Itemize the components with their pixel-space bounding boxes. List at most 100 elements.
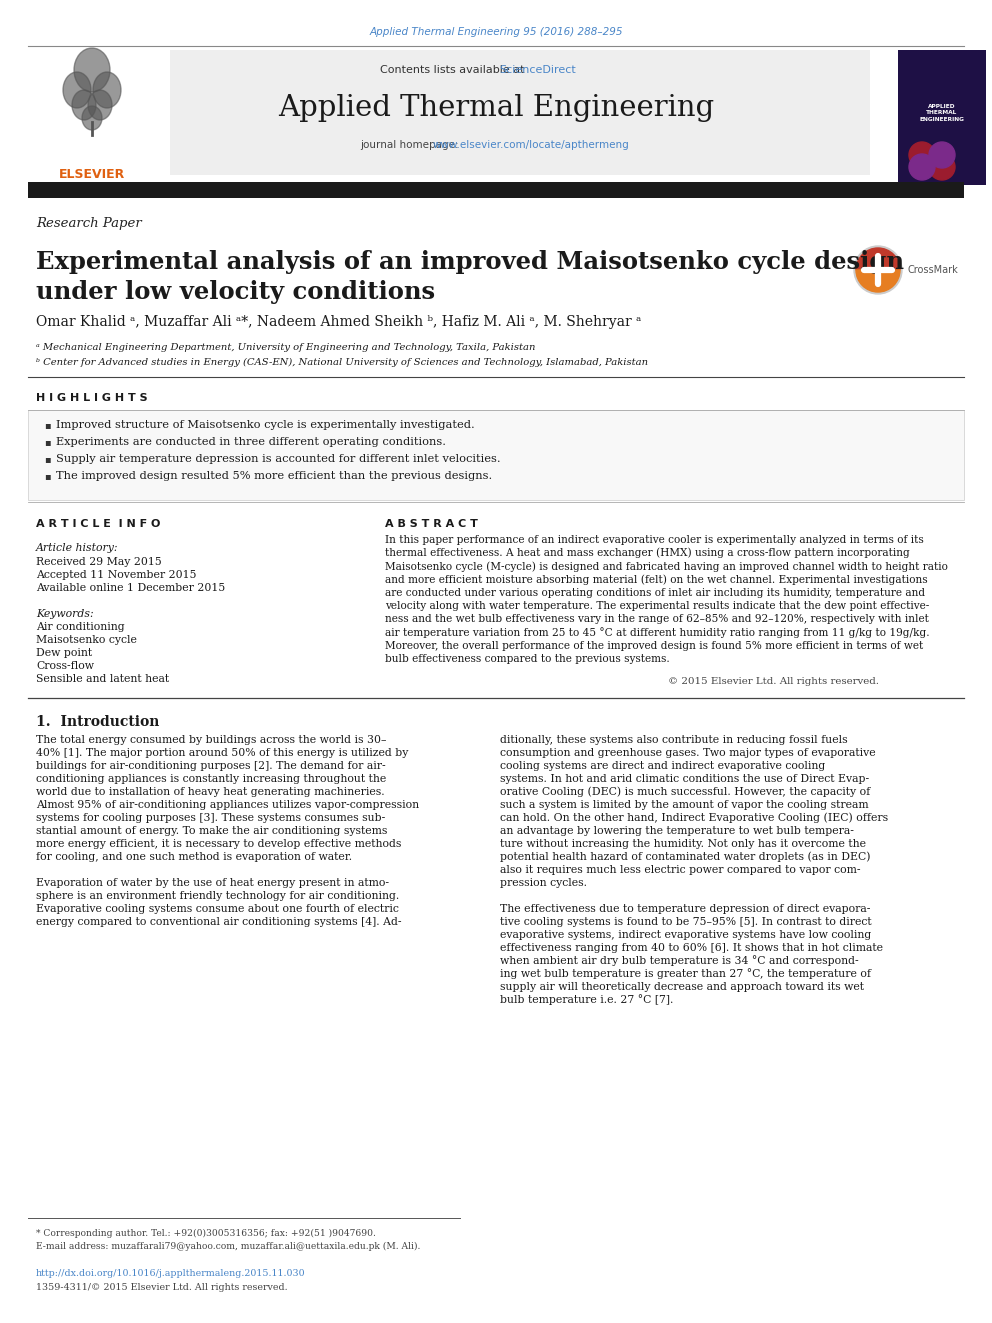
Text: stantial amount of energy. To make the air conditioning systems: stantial amount of energy. To make the a… (36, 826, 387, 836)
Text: ▪: ▪ (44, 419, 51, 430)
Text: evaporative systems, indirect evaporative systems have low cooling: evaporative systems, indirect evaporativ… (500, 930, 871, 941)
Text: journal homepage:: journal homepage: (360, 140, 462, 149)
Text: 1359-4311/© 2015 Elsevier Ltd. All rights reserved.: 1359-4311/© 2015 Elsevier Ltd. All right… (36, 1283, 288, 1293)
Text: Received 29 May 2015: Received 29 May 2015 (36, 557, 162, 568)
Text: systems. In hot and arid climatic conditions the use of Direct Evap-: systems. In hot and arid climatic condit… (500, 774, 869, 785)
Text: ▪: ▪ (44, 454, 51, 464)
Text: CrossMark: CrossMark (908, 265, 958, 275)
Text: systems for cooling purposes [3]. These systems consumes sub-: systems for cooling purposes [3]. These … (36, 814, 385, 823)
Text: Sensible and latent heat: Sensible and latent heat (36, 673, 169, 684)
Text: ditionally, these systems also contribute in reducing fossil fuels: ditionally, these systems also contribut… (500, 736, 847, 745)
Text: when ambient air dry bulb temperature is 34 °C and correspond-: when ambient air dry bulb temperature is… (500, 955, 859, 966)
Text: www.elsevier.com/locate/apthermeng: www.elsevier.com/locate/apthermeng (433, 140, 630, 149)
Text: Supply air temperature depression is accounted for different inlet velocities.: Supply air temperature depression is acc… (56, 454, 501, 464)
Text: more energy efficient, it is necessary to develop effective methods: more energy efficient, it is necessary t… (36, 839, 402, 849)
Text: Maisotsenko cycle: Maisotsenko cycle (36, 635, 137, 646)
Text: Keywords:: Keywords: (36, 609, 93, 619)
Text: Evaporative cooling systems consume about one fourth of electric: Evaporative cooling systems consume abou… (36, 904, 399, 914)
Text: such a system is limited by the amount of vapor the cooling stream: such a system is limited by the amount o… (500, 800, 869, 810)
Text: ▪: ▪ (44, 471, 51, 482)
Ellipse shape (74, 48, 110, 93)
Text: Omar Khalid ᵃ, Muzaffar Ali ᵃ*, Nadeem Ahmed Sheikh ᵇ, Hafiz M. Ali ᵃ, M. Shehry: Omar Khalid ᵃ, Muzaffar Ali ᵃ*, Nadeem A… (36, 315, 642, 329)
Text: Contents lists available at: Contents lists available at (380, 65, 528, 75)
Text: conditioning appliances is constantly increasing throughout the: conditioning appliances is constantly in… (36, 774, 386, 785)
Text: Cross-flow: Cross-flow (36, 662, 94, 671)
Text: ELSEVIER: ELSEVIER (59, 168, 125, 181)
Text: cooling systems are direct and indirect evaporative cooling: cooling systems are direct and indirect … (500, 761, 825, 771)
Text: pression cycles.: pression cycles. (500, 878, 587, 888)
Text: A B S T R A C T: A B S T R A C T (385, 519, 478, 529)
Text: Dew point: Dew point (36, 648, 92, 658)
Text: ▪: ▪ (44, 437, 51, 447)
Text: Almost 95% of air-conditioning appliances utilizes vapor-compression: Almost 95% of air-conditioning appliance… (36, 800, 420, 810)
Text: buildings for air-conditioning purposes [2]. The demand for air-: buildings for air-conditioning purposes … (36, 761, 386, 771)
Wedge shape (856, 270, 900, 292)
Text: air temperature variation from 25 to 45 °C at different humidity ratio ranging f: air temperature variation from 25 to 45 … (385, 627, 930, 638)
Ellipse shape (82, 106, 102, 130)
Text: ing wet bulb temperature is greater than 27 °C, the temperature of: ing wet bulb temperature is greater than… (500, 968, 871, 979)
Text: E-mail address: muzaffarali79@yahoo.com, muzaffar.ali@uettaxila.edu.pk (M. Ali).: E-mail address: muzaffarali79@yahoo.com,… (36, 1241, 421, 1250)
Ellipse shape (63, 71, 91, 108)
Text: tive cooling systems is found to be 75–95% [5]. In contrast to direct: tive cooling systems is found to be 75–9… (500, 917, 872, 927)
Wedge shape (856, 247, 900, 270)
Text: Article history:: Article history: (36, 542, 118, 553)
FancyBboxPatch shape (898, 50, 986, 185)
Text: ᵇ Center for Advanced studies in Energy (CAS-EN), National University of Science: ᵇ Center for Advanced studies in Energy … (36, 357, 648, 366)
Text: sphere is an environment friendly technology for air conditioning.: sphere is an environment friendly techno… (36, 890, 399, 901)
Text: and more efficient moisture absorbing material (felt) on the wet channel. Experi: and more efficient moisture absorbing ma… (385, 574, 928, 585)
Text: Improved structure of Maisotsenko cycle is experimentally investigated.: Improved structure of Maisotsenko cycle … (56, 419, 475, 430)
Text: Air conditioning: Air conditioning (36, 622, 125, 632)
Circle shape (909, 153, 935, 180)
Text: * Corresponding author. Tel.: +92(0)3005316356; fax: +92(51 )9047690.: * Corresponding author. Tel.: +92(0)3005… (36, 1229, 376, 1237)
Text: velocity along with water temperature. The experimental results indicate that th: velocity along with water temperature. T… (385, 601, 930, 611)
Text: world due to installation of heavy heat generating machineries.: world due to installation of heavy heat … (36, 787, 385, 796)
Text: The effectiveness due to temperature depression of direct evapora-: The effectiveness due to temperature dep… (500, 904, 870, 914)
Text: The improved design resulted 5% more efficient than the previous designs.: The improved design resulted 5% more eff… (56, 471, 492, 482)
Text: Experimental analysis of an improved Maisotsenko cycle design: Experimental analysis of an improved Mai… (36, 250, 904, 274)
Ellipse shape (88, 90, 112, 120)
Text: supply air will theoretically decrease and approach toward its wet: supply air will theoretically decrease a… (500, 982, 864, 992)
Text: http://dx.doi.org/10.1016/j.applthermaleng.2015.11.030: http://dx.doi.org/10.1016/j.applthermale… (36, 1270, 306, 1278)
Text: consumption and greenhouse gases. Two major types of evaporative: consumption and greenhouse gases. Two ma… (500, 747, 876, 758)
Text: thermal effectiveness. A heat and mass exchanger (HMX) using a cross-flow patter: thermal effectiveness. A heat and mass e… (385, 548, 910, 558)
Text: 1.  Introduction: 1. Introduction (36, 714, 160, 729)
Text: Maisotsenko cycle (M-cycle) is designed and fabricated having an improved channe: Maisotsenko cycle (M-cycle) is designed … (385, 561, 948, 572)
Text: bulb temperature i.e. 27 °C [7].: bulb temperature i.e. 27 °C [7]. (500, 995, 674, 1005)
Text: can hold. On the other hand, Indirect Evaporative Cooling (IEC) offers: can hold. On the other hand, Indirect Ev… (500, 812, 888, 823)
Circle shape (929, 142, 955, 168)
Text: H I G H L I G H T S: H I G H L I G H T S (36, 393, 148, 404)
Circle shape (909, 142, 935, 168)
Text: Experiments are conducted in three different operating conditions.: Experiments are conducted in three diffe… (56, 437, 446, 447)
Text: Applied Thermal Engineering: Applied Thermal Engineering (278, 94, 714, 122)
Text: Available online 1 December 2015: Available online 1 December 2015 (36, 583, 225, 593)
Text: ScienceDirect: ScienceDirect (499, 65, 575, 75)
Text: also it requires much less electric power compared to vapor com-: also it requires much less electric powe… (500, 865, 860, 875)
Circle shape (854, 246, 902, 294)
Text: under low velocity conditions: under low velocity conditions (36, 280, 435, 304)
Text: effectiveness ranging from 40 to 60% [6]. It shows that in hot climate: effectiveness ranging from 40 to 60% [6]… (500, 943, 883, 953)
Circle shape (929, 153, 955, 180)
Text: Accepted 11 November 2015: Accepted 11 November 2015 (36, 570, 196, 579)
Text: © 2015 Elsevier Ltd. All rights reserved.: © 2015 Elsevier Ltd. All rights reserved… (668, 677, 879, 687)
Text: ᵃ Mechanical Engineering Department, University of Engineering and Technology, T: ᵃ Mechanical Engineering Department, Uni… (36, 343, 536, 352)
Ellipse shape (93, 71, 121, 108)
FancyBboxPatch shape (170, 50, 870, 175)
Text: Research Paper: Research Paper (36, 217, 142, 230)
Text: The total energy consumed by buildings across the world is 30–: The total energy consumed by buildings a… (36, 736, 387, 745)
Text: orative Cooling (DEC) is much successful. However, the capacity of: orative Cooling (DEC) is much successful… (500, 787, 870, 798)
FancyBboxPatch shape (28, 410, 964, 500)
Text: an advantage by lowering the temperature to wet bulb tempera-: an advantage by lowering the temperature… (500, 826, 854, 836)
Text: potential health hazard of contaminated water droplets (as in DEC): potential health hazard of contaminated … (500, 852, 871, 863)
Text: Evaporation of water by the use of heat energy present in atmo-: Evaporation of water by the use of heat … (36, 878, 389, 888)
Text: bulb effectiveness compared to the previous systems.: bulb effectiveness compared to the previ… (385, 654, 670, 664)
Text: energy compared to conventional air conditioning systems [4]. Ad-: energy compared to conventional air cond… (36, 917, 402, 927)
Ellipse shape (72, 90, 96, 120)
Text: ness and the wet bulb effectiveness vary in the range of 62–85% and 92–120%, res: ness and the wet bulb effectiveness vary… (385, 614, 929, 624)
Text: Moreover, the overall performance of the improved design is found 5% more effici: Moreover, the overall performance of the… (385, 640, 924, 651)
Text: are conducted under various operating conditions of inlet air including its humi: are conducted under various operating co… (385, 587, 926, 598)
Text: 40% [1]. The major portion around 50% of this energy is utilized by: 40% [1]. The major portion around 50% of… (36, 747, 409, 758)
Text: ture without increasing the humidity. Not only has it overcome the: ture without increasing the humidity. No… (500, 839, 866, 849)
Text: A R T I C L E  I N F O: A R T I C L E I N F O (36, 519, 161, 529)
Text: for cooling, and one such method is evaporation of water.: for cooling, and one such method is evap… (36, 852, 352, 863)
FancyBboxPatch shape (28, 183, 964, 198)
